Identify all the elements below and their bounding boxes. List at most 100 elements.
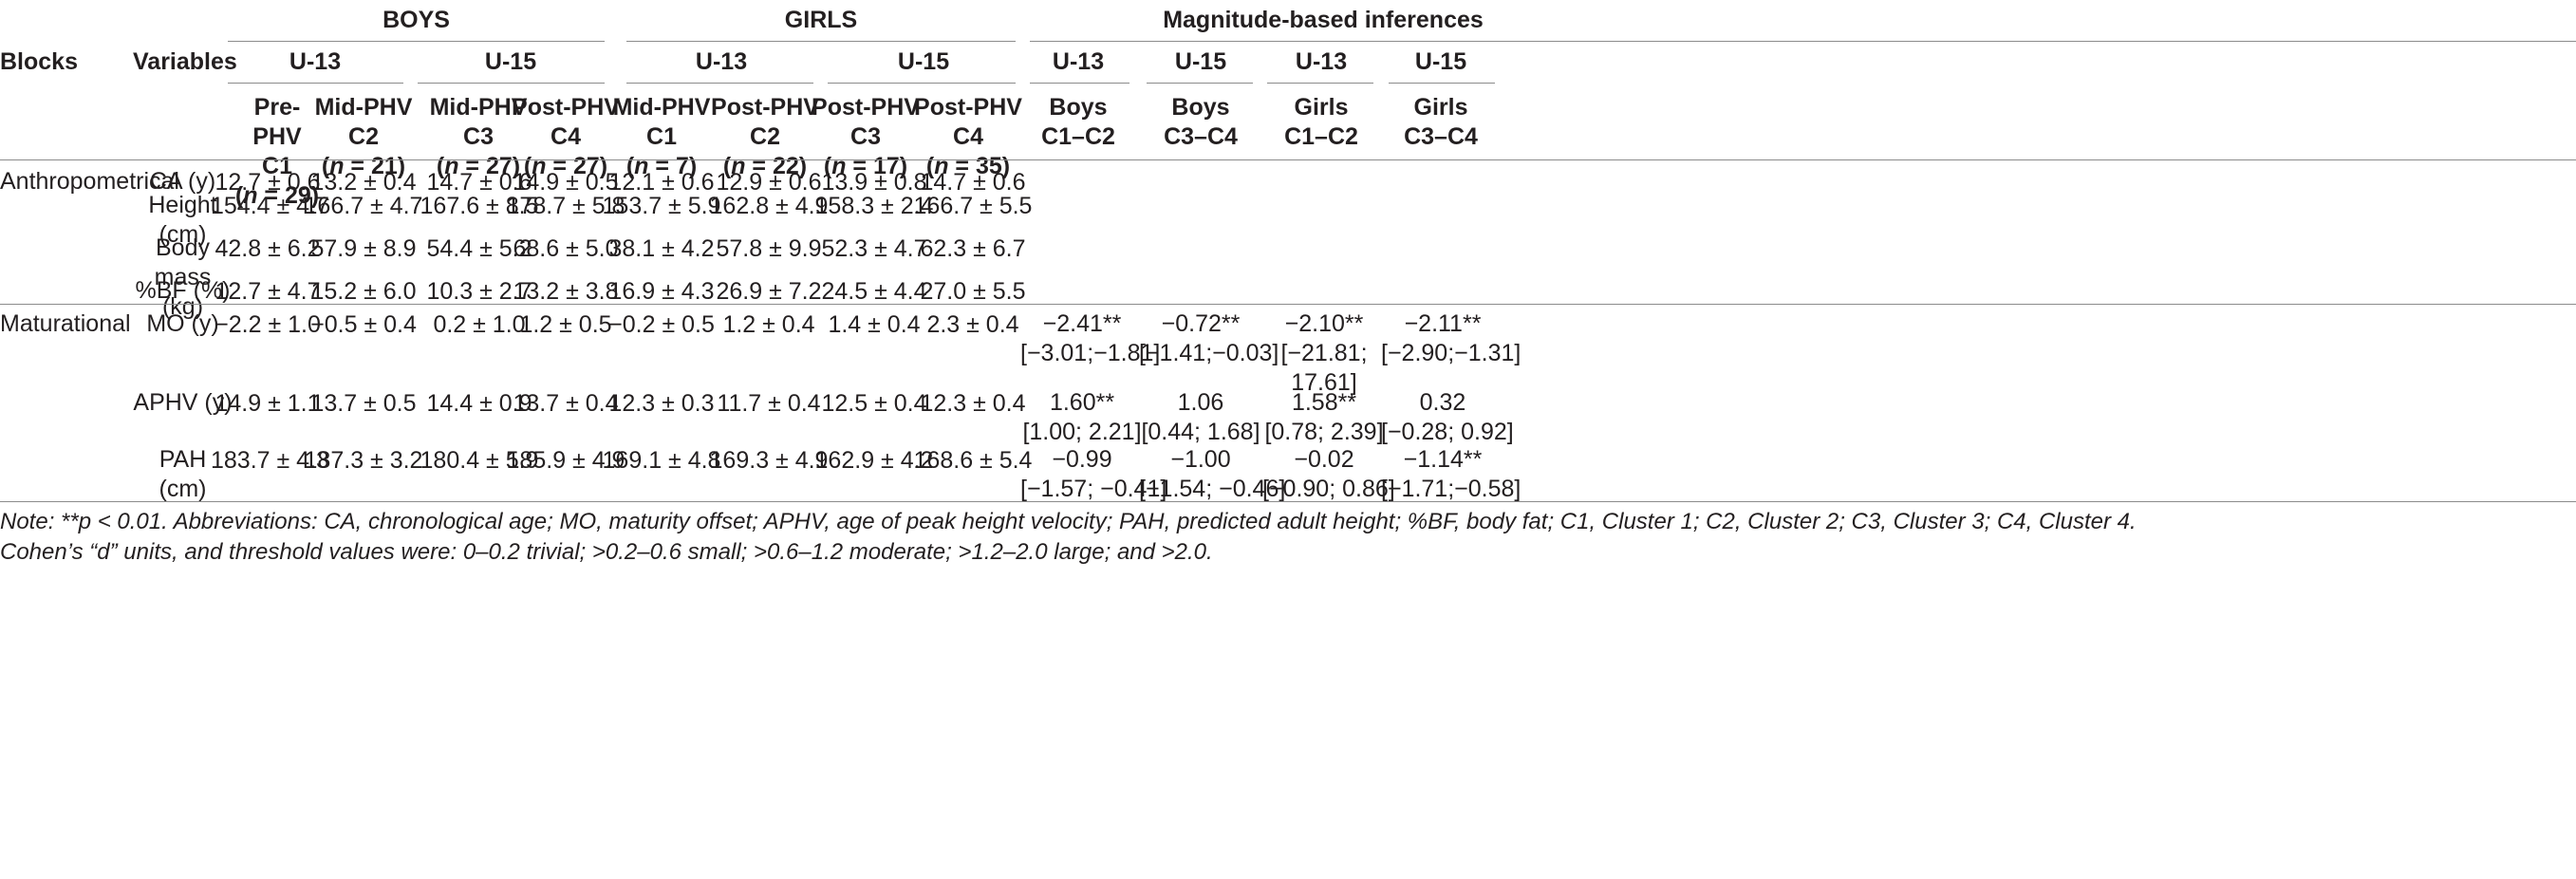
rule-mbi-u13-boys <box>1030 83 1129 84</box>
table-cell: 11.7 ± 0.4 <box>717 390 821 417</box>
table-cell: 42.8 ± 6.2 <box>215 235 321 262</box>
mbi-value: 1.60** <box>1049 389 1115 416</box>
n-close: ) <box>512 153 521 179</box>
table-cell: 14.9 ± 1.1 <box>215 390 321 417</box>
footnote-line: Cohen’s “d” units, and threshold values … <box>0 539 1213 565</box>
table-cell: 14.7 ± 0.6 <box>920 169 1026 196</box>
n-open: ( <box>321 153 330 179</box>
variable-label: %BF (%) <box>135 277 231 304</box>
cluster-n: (n = 29) <box>230 181 325 211</box>
rule-mbi-u13-girls <box>1267 83 1373 84</box>
table-cell: 1.2 ± 0.5 <box>519 311 612 338</box>
block-divider <box>0 304 2576 305</box>
table-cell: 13.7 ± 0.5 <box>310 390 417 417</box>
cluster-phase: Mid-PHV <box>429 94 528 121</box>
table-cell: 62.3 ± 6.7 <box>920 235 1026 262</box>
n-open: ( <box>722 153 732 179</box>
cluster-code: C2 <box>348 123 379 150</box>
header-mbi-u13-girls: U-13 <box>1295 48 1348 75</box>
mbi-cell: −0.99 [−1.57; −0.41] <box>1020 445 1167 504</box>
cluster-code: C1 <box>262 153 292 179</box>
table-cell: 68.6 ± 5.0 <box>513 235 619 262</box>
header-mbi-u15-girls: U-15 <box>1414 48 1467 75</box>
cluster-header: Pre-PHV C1 (n = 29) <box>230 93 325 211</box>
n-value: 21 <box>370 153 398 179</box>
mbi-group: Girls <box>1294 94 1349 121</box>
table-cell: 12.3 ± 0.4 <box>920 390 1026 417</box>
cluster-phase: Post-PHV <box>512 94 620 121</box>
header-girls-u13: U-13 <box>695 48 748 75</box>
mbi-cell: −2.10** [−21.81; 17.61] <box>1262 309 1386 398</box>
cluster-code: C3 <box>463 123 494 150</box>
header-girls-u15: U-15 <box>897 48 950 75</box>
table-cell: 16.9 ± 4.3 <box>608 278 715 305</box>
n-close: ) <box>397 153 406 179</box>
mbi-ci: [0.78; 2.39] <box>1264 419 1384 445</box>
table-cell: 13.7 ± 0.4 <box>513 390 619 417</box>
rule-girls-u15 <box>828 83 1016 84</box>
mbi-comparison: C3–C4 <box>1164 123 1238 150</box>
table-cell: 14.9 ± 0.5 <box>513 169 619 196</box>
mbi-cell: 1.06 [0.44; 1.68] <box>1139 388 1262 447</box>
n-value: 29 <box>284 182 311 209</box>
cluster-phase: Post-PHV <box>914 94 1022 121</box>
mbi-group: Boys <box>1049 94 1108 121</box>
table-cell: 12.3 ± 0.3 <box>608 390 715 417</box>
mbi-value: −2.41** <box>1042 310 1122 337</box>
mbi-comparison: C1–C2 <box>1041 123 1115 150</box>
table-cell: 24.5 ± 4.4 <box>821 278 927 305</box>
rule-girls <box>626 41 1016 42</box>
mbi-ci: [−0.28; 0.92] <box>1381 419 1514 445</box>
cluster-n: (n = 35) <box>911 152 1025 181</box>
cluster-code: C4 <box>551 123 581 150</box>
n-value: 27 <box>485 153 513 179</box>
cluster-phase: Post-PHV <box>812 94 920 121</box>
mbi-ci: [−0.90; 0.86] <box>1262 476 1395 502</box>
n-open: ( <box>925 153 935 179</box>
table-cell: 27.0 ± 5.5 <box>920 278 1026 305</box>
cluster-header: Post-PHV C3 (n = 17) <box>809 93 923 181</box>
n-close: ) <box>310 182 320 209</box>
table-cell: 1.2 ± 0.4 <box>722 311 815 338</box>
table-cell: 162.9 ± 4.2 <box>814 447 934 474</box>
rule-mbi-u15-girls <box>1389 83 1495 84</box>
table-cell: 13.2 ± 3.8 <box>513 278 619 305</box>
table-cell: 15.2 ± 6.0 <box>310 278 417 305</box>
mbi-ci: 17.61] <box>1291 369 1357 396</box>
cluster-phase: Pre-PHV <box>252 94 302 150</box>
table-cell: 180.4 ± 5.9 <box>420 447 539 474</box>
mbi-value: −1.00 <box>1170 446 1231 473</box>
mbi-group: Boys <box>1171 94 1230 121</box>
n-close: ) <box>688 153 698 179</box>
header-blocks: Blocks <box>0 48 78 75</box>
table-cell: 153.7 ± 5.9 <box>602 193 721 219</box>
table-cell: −0.5 ± 0.4 <box>310 311 417 338</box>
cluster-header: Mid-PHV C1 (n = 7) <box>609 93 714 181</box>
table-cell: 158.3 ± 2.4 <box>814 193 934 219</box>
mbi-cell: 1.60** [1.00; 2.21] <box>1020 388 1144 447</box>
table-cell: 14.7 ± 0.6 <box>426 169 532 196</box>
n-value: 35 <box>975 153 1002 179</box>
table-cell: 13.9 ± 0.8 <box>821 169 927 196</box>
table-cell: 12.1 ± 0.6 <box>608 169 715 196</box>
header-mbi: Magnitude-based inferences <box>1163 7 1484 33</box>
mbi-cell: −2.41** [−3.01;−1.81] <box>1020 309 1161 368</box>
header-girls: GIRLS <box>784 7 858 33</box>
mbi-cell: 0.32 [−0.28; 0.92] <box>1381 388 1514 447</box>
table-cell: 13.2 ± 0.4 <box>310 169 417 196</box>
mbi-ci: [−1.71;−0.58] <box>1381 476 1521 502</box>
mbi-group: Girls <box>1413 94 1468 121</box>
n-value: 27 <box>572 153 600 179</box>
table-cell: 167.6 ± 8.5 <box>420 193 539 219</box>
cluster-phase: Mid-PHV <box>612 94 711 121</box>
variable-label: APHV (y) <box>133 389 233 416</box>
n-open: ( <box>523 153 532 179</box>
table-cell: 185.9 ± 4.9 <box>506 447 625 474</box>
mbi-ci: [−1.41;−0.03] <box>1139 340 1279 366</box>
header-mbi-u15-boys: U-15 <box>1174 48 1227 75</box>
mbi-comparison: C3–C4 <box>1404 123 1478 150</box>
mbi-ci: [−3.01;−1.81] <box>1020 340 1161 366</box>
rule-boys-u13 <box>228 83 403 84</box>
table-cell: 168.6 ± 5.4 <box>913 447 1033 474</box>
mbi-value: 0.32 <box>1419 389 1466 416</box>
